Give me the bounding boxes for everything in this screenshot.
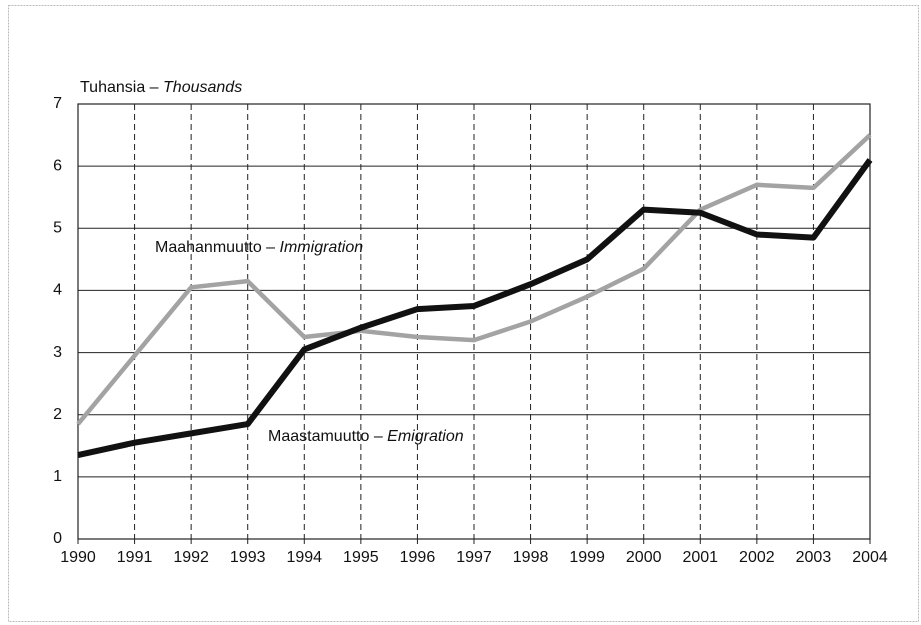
x-tick-label: 1997 — [456, 549, 492, 566]
series-label: Maahanmuutto – Immigration — [155, 239, 363, 256]
x-tick-label: 2004 — [852, 549, 888, 566]
x-tick-label: 1992 — [173, 549, 209, 566]
y-tick-label: 7 — [53, 95, 62, 112]
series-label-fi: Maahanmuutto – — [155, 239, 280, 256]
y-tick-label: 2 — [53, 406, 62, 423]
series-label-en: Emigration — [387, 428, 464, 445]
y-tick-label: 0 — [53, 530, 62, 547]
x-tick-label: 2003 — [796, 549, 832, 566]
x-tick-label: 1998 — [513, 549, 549, 566]
x-tick-label: 1991 — [117, 549, 153, 566]
series-line — [76, 133, 872, 426]
y-tick-label: 1 — [53, 468, 62, 485]
x-tick-label: 2002 — [739, 549, 775, 566]
x-tick-label: 1993 — [230, 549, 266, 566]
y-tick-label: 4 — [53, 282, 62, 299]
x-tick-label: 2000 — [626, 549, 662, 566]
x-tick-label: 1999 — [569, 549, 605, 566]
x-tick-label: 1996 — [400, 549, 436, 566]
series-label: Maastamuutto – Emigration — [268, 428, 464, 445]
plot-frame — [77, 103, 871, 540]
series-label-fi: Maastamuutto – — [268, 428, 387, 445]
y-tick-label: 3 — [53, 344, 62, 361]
y-axis-label: Tuhansia – Thousands — [80, 79, 242, 96]
y-tick-label: 6 — [53, 157, 62, 174]
frame — [8, 5, 919, 622]
x-tick-label: 1995 — [343, 549, 379, 566]
series-line — [77, 158, 873, 459]
x-tick-label: 2001 — [682, 549, 718, 566]
y-tick-label: 5 — [53, 220, 62, 237]
x-tick-label: 1990 — [60, 549, 96, 566]
series-label-en: Immigration — [280, 239, 364, 256]
x-tick-label: 1994 — [286, 549, 322, 566]
